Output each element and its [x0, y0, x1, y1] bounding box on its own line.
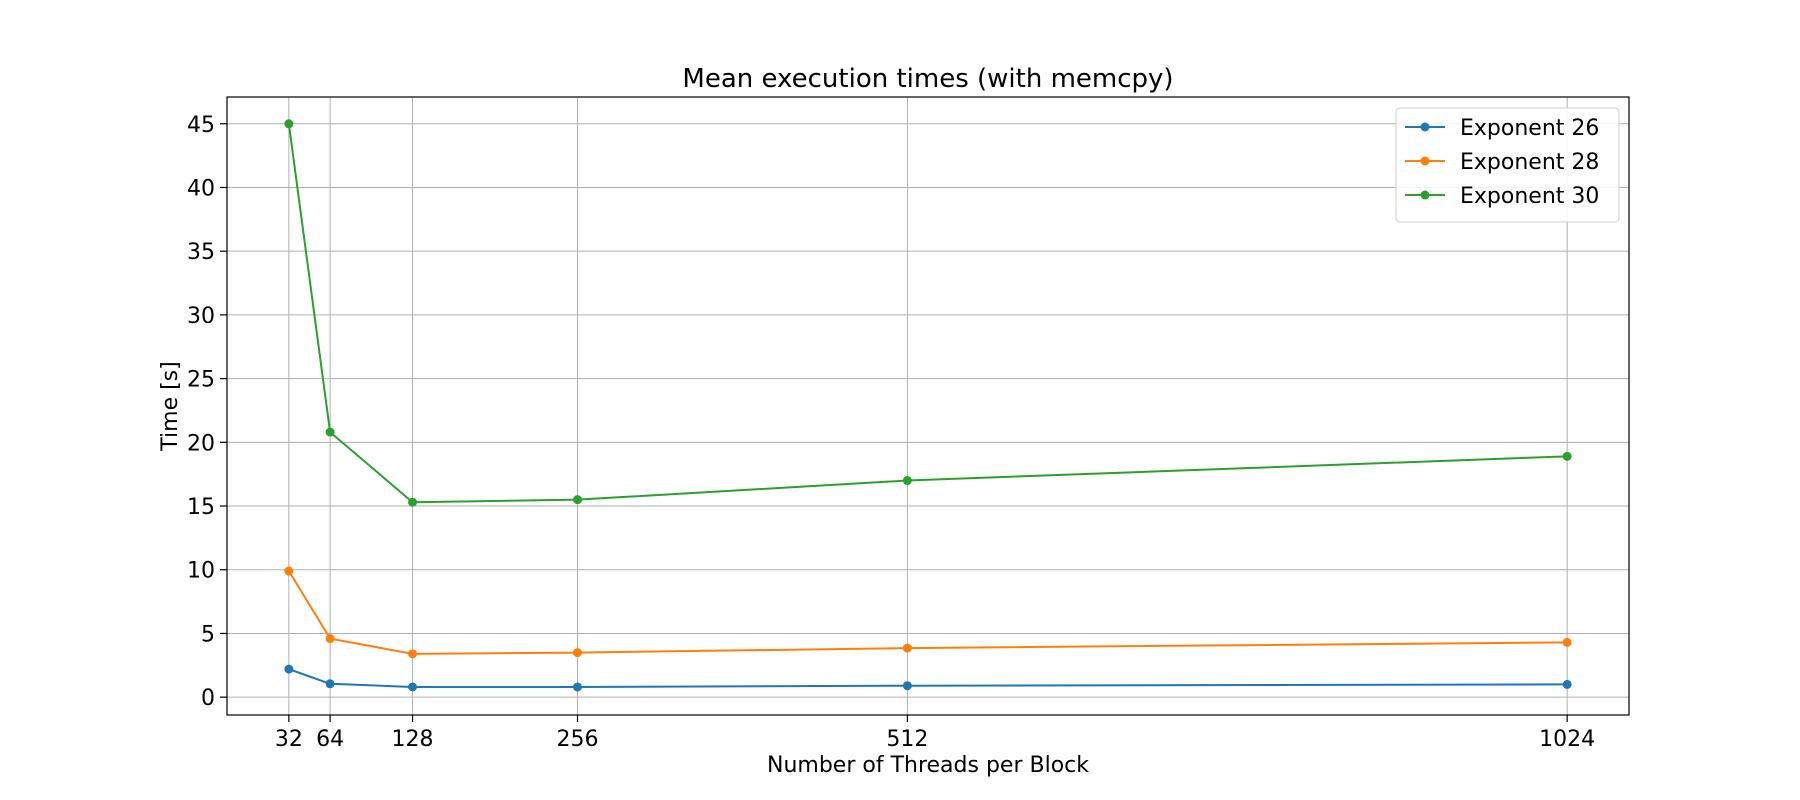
legend: Exponent 26 Exponent 28 Exponent 30 — [1395, 107, 1620, 223]
y-tick-label: 30 — [187, 304, 215, 329]
y-tick-label: 5 — [201, 622, 215, 647]
data-point — [284, 566, 294, 576]
data-point — [1562, 679, 1572, 689]
legend-swatch-marker — [1420, 122, 1430, 132]
series-line-0 — [288, 668, 1568, 688]
y-tick-label: 40 — [187, 176, 215, 201]
data-point — [284, 119, 294, 129]
y-tick-label: 25 — [187, 368, 215, 393]
x-tick-label: 64 — [316, 727, 344, 752]
y-tick-label: 20 — [187, 431, 215, 456]
data-point — [284, 664, 294, 674]
data-point — [573, 495, 582, 505]
legend-swatch-marker — [1420, 190, 1430, 200]
legend-label: Exponent 28 — [1460, 150, 1599, 175]
legend-label: Exponent 26 — [1460, 116, 1599, 141]
data-point — [325, 634, 335, 644]
data-point — [325, 679, 335, 689]
legend-box — [1395, 107, 1620, 223]
y-tick-label: 0 — [201, 686, 215, 711]
data-point — [902, 643, 912, 653]
x-tick-label: 512 — [886, 727, 928, 752]
y-tick-label: 45 — [187, 113, 215, 138]
series-line-1 — [287, 570, 1568, 655]
data-point — [1562, 451, 1572, 461]
data-point — [408, 649, 418, 659]
x-tick-label: 256 — [557, 727, 599, 752]
legend-label: Exponent 30 — [1460, 184, 1599, 209]
plot-frame — [226, 96, 1630, 716]
data-point — [1562, 637, 1572, 647]
data-point — [408, 497, 418, 507]
data-point — [902, 681, 912, 691]
x-tick-label: 32 — [275, 727, 303, 752]
data-point — [408, 682, 418, 692]
data-point — [573, 682, 582, 692]
axis-ticks: 32 64 128 256 512 1024 0 5 10 15 20 25 30 35 40 45 — [187, 113, 1595, 752]
series-line-2 — [287, 123, 1568, 504]
x-axis-label: Number of Threads per Block — [767, 753, 1089, 778]
data-point — [902, 476, 912, 486]
data-point — [325, 427, 335, 437]
chart-title: Mean execution times (with memcpy) — [682, 64, 1173, 94]
series-lines — [284, 119, 1572, 692]
y-tick-label: 10 — [187, 559, 215, 584]
legend-swatch-marker — [1420, 156, 1430, 166]
x-tick-label: 128 — [392, 727, 434, 752]
y-tick-label: 15 — [187, 495, 215, 520]
grid — [227, 97, 1629, 715]
x-tick-label: 1024 — [1539, 727, 1595, 752]
y-axis-label: Time [s] — [158, 361, 183, 451]
data-point — [573, 648, 582, 658]
y-tick-label: 35 — [187, 240, 215, 265]
